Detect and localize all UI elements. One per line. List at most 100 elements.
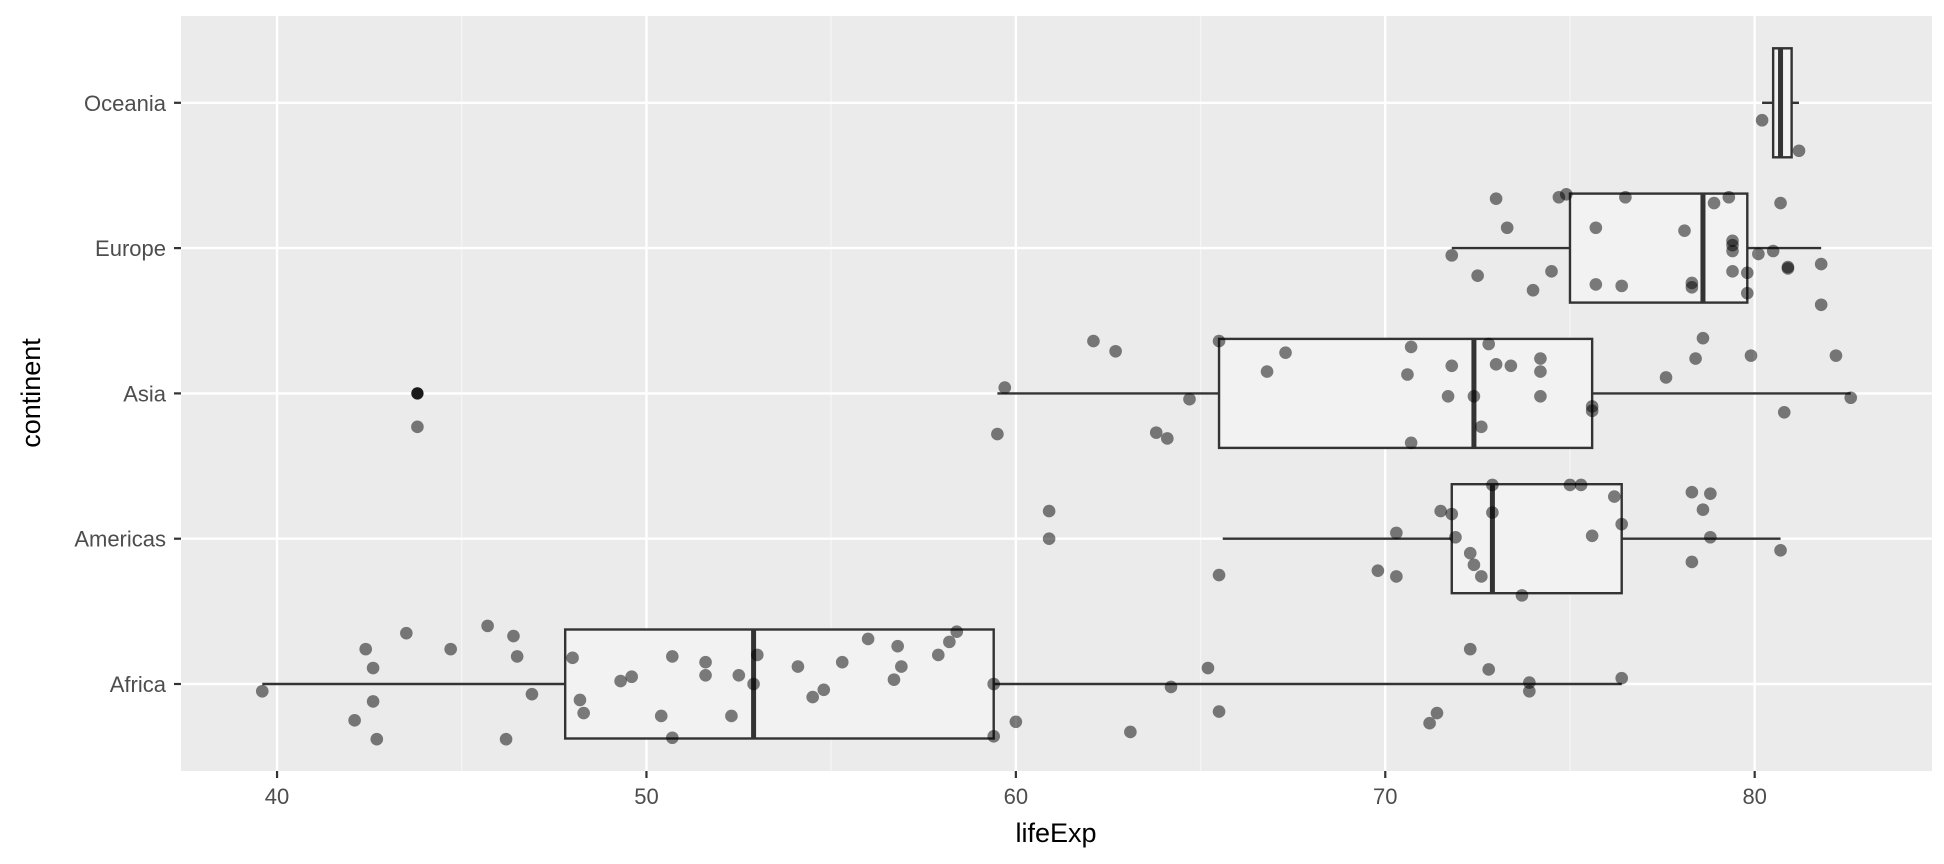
data-point-africa [566,651,579,665]
data-point-europe [1526,283,1540,297]
data-point-africa [625,670,638,684]
data-point-africa [348,714,361,727]
data-point-asia [1404,340,1418,354]
data-point-africa [444,642,457,656]
data-point-americas [1685,555,1699,569]
data-point-africa [887,673,901,686]
data-point-asia [1689,352,1702,365]
data-point-asia [1777,405,1791,419]
data-point-europe [1814,298,1828,312]
data-point-europe [1489,192,1503,205]
data-point-africa [366,695,380,708]
data-point-africa [666,731,679,745]
data-point-americas [1774,544,1787,557]
data-point-americas [1615,517,1628,531]
data-point-africa [654,709,668,723]
data-point-americas [1434,504,1447,518]
data-point-europe [1678,224,1691,237]
data-point-americas [1585,529,1599,543]
point-layer [255,113,1858,746]
data-point-africa [1201,661,1215,675]
data-point-africa [1124,725,1137,739]
data-point-africa [931,648,945,662]
data-point-europe [1722,190,1736,204]
y-tick-label-europe: Europe [95,236,166,261]
data-point-americas [1704,530,1717,544]
data-point-europe [1766,244,1780,258]
data-point-americas [1608,490,1621,503]
data-point-americas [1467,558,1481,572]
data-point-europe [1445,249,1459,262]
x-tick-label: 70 [1373,784,1397,809]
data-point-africa [666,650,679,663]
data-point-americas [1042,504,1056,518]
data-point-asia [1404,436,1418,450]
data-point-americas [1449,530,1462,544]
data-point-americas [1445,507,1459,521]
data-point-africa [725,709,738,723]
data-point-asia [1467,390,1481,403]
data-point-asia [1161,432,1174,445]
data-point-americas [1390,526,1403,540]
data-point-asia [1534,390,1547,403]
data-point-africa [806,690,819,704]
data-point-americas [1574,478,1588,492]
data-point-africa [1212,705,1226,718]
data-point-asia [1696,331,1710,345]
data-point-oceania [1755,113,1769,127]
data-point-africa [835,655,849,669]
data-point-asia [1212,334,1226,348]
data-point-asia [1445,359,1459,373]
data-point-africa [507,629,520,643]
data-point-asia [1829,349,1843,362]
x-tick-label: 40 [265,784,289,809]
data-point-europe [1545,265,1558,278]
data-point-europe [1726,265,1739,278]
data-point-africa [747,677,760,691]
data-point-africa [1482,663,1496,676]
data-point-africa [359,642,373,656]
data-point-africa [895,660,908,673]
y-tick-label-asia: Asia [123,381,167,406]
data-point-americas [1515,589,1529,602]
data-point-europe [1814,257,1828,271]
data-point-americas [1463,546,1477,560]
data-point-africa [573,693,587,707]
data-point-europe [1500,221,1514,235]
data-point-africa [732,668,746,682]
data-point-africa [1523,676,1536,689]
data-point-europe [1615,279,1628,293]
data-point-europe [1740,286,1754,300]
data-point-africa [1164,680,1178,694]
data-point-africa [750,648,764,662]
data-point-africa [791,660,805,673]
data-point-asia [1844,391,1858,405]
data-point-americas [1696,503,1710,516]
data-point-europe [1685,276,1699,290]
data-point-africa [699,668,712,682]
data-point-africa [1463,642,1477,656]
data-point-americas [1042,532,1056,545]
data-point-africa [1009,715,1023,729]
data-point-asia [1149,426,1163,439]
data-point-africa [614,674,627,688]
data-point-asia [411,387,424,400]
data-point-africa [943,635,956,649]
data-point-africa [950,625,964,638]
x-tick-label: 80 [1742,784,1766,809]
data-point-africa [577,706,590,720]
data-point-asia [1489,358,1503,371]
y-tick-label-oceania: Oceania [84,91,167,116]
data-point-europe [1589,221,1603,235]
data-point-africa [481,619,494,633]
data-point-asia [1482,337,1496,351]
data-point-europe [1619,190,1632,204]
x-tick-label: 60 [1004,784,1028,809]
data-point-africa [891,639,904,653]
data-point-americas [1212,568,1226,582]
data-point-asia [1260,365,1274,378]
data-point-africa [400,626,413,640]
data-point-americas [1475,570,1488,583]
data-point-asia [1183,392,1196,406]
